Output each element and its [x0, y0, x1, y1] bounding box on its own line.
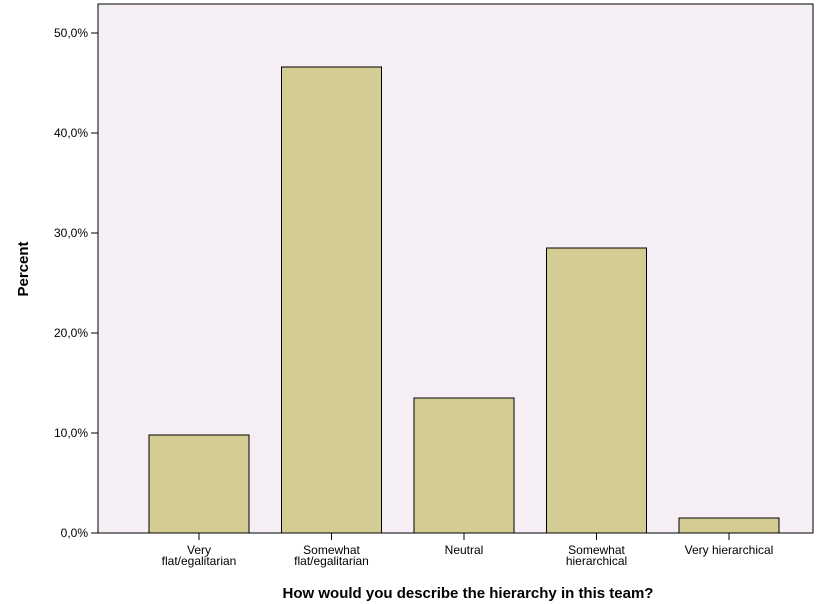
y-tick-label: 10,0%	[54, 426, 88, 440]
y-tick-label: 20,0%	[54, 326, 88, 340]
bar	[679, 518, 779, 533]
bar	[149, 435, 249, 533]
y-axis: 0,0% 10,0% 20,0% 30,0% 40,0% 50,0%	[54, 26, 98, 540]
x-axis-title: How would you describe the hierarchy in …	[283, 585, 654, 602]
bar	[547, 248, 647, 533]
y-tick-label: 30,0%	[54, 226, 88, 240]
x-tick-label: Neutral	[445, 543, 484, 557]
y-tick-label: 0,0%	[61, 526, 89, 540]
y-axis-title: Percent	[15, 241, 32, 296]
x-axis: Very flat/egalitarian Somewhat flat/egalita…	[162, 533, 774, 568]
x-tick-label: Somewhat flat/egalitarian	[294, 543, 369, 568]
x-tick-label: Somewhat hierarchical	[566, 543, 627, 568]
y-tick-label: 40,0%	[54, 126, 88, 140]
y-tick-label: 50,0%	[54, 26, 88, 40]
x-tick-label: Very hierarchical	[685, 543, 774, 557]
bar	[414, 398, 514, 533]
x-tick-label: Very flat/egalitarian	[162, 543, 237, 568]
bar	[282, 67, 382, 533]
